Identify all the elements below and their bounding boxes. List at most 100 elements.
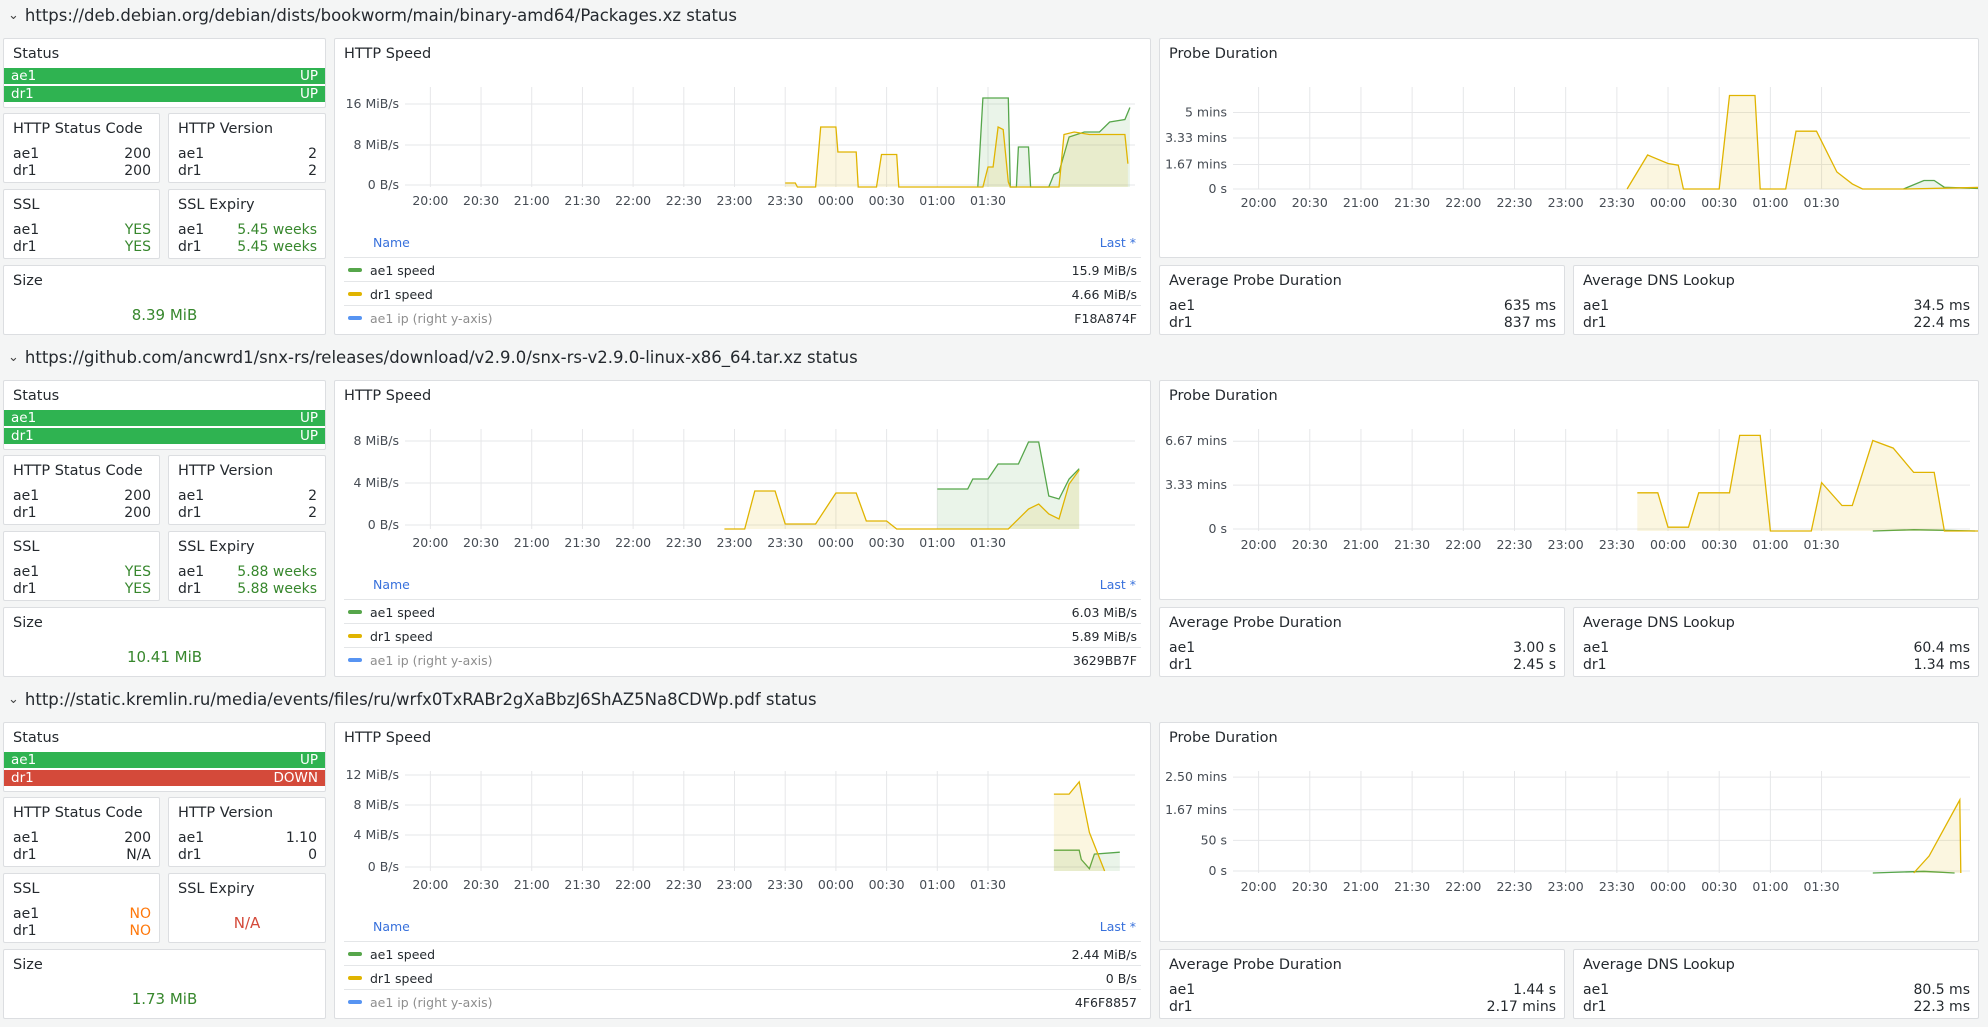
y-tick-label: 5 mins	[1185, 105, 1227, 120]
legend-row[interactable]: ae1 ip (right y-axis) 3629BB7F	[344, 647, 1141, 672]
dr1-row-label: dr1	[13, 847, 37, 863]
ssl-panel[interactable]: SSL ae1 YES dr1 YES	[3, 531, 160, 601]
dr1-row-value: 200	[124, 163, 151, 179]
dr1-row: dr1 22.3 ms	[1583, 999, 1970, 1015]
http-status-code-panel[interactable]: HTTP Status Code ae1 200 dr1 200	[3, 455, 160, 525]
avg-dns-lookup-panel[interactable]: Average DNS Lookup ae1 60.4 ms dr1 1.34 ms	[1573, 607, 1979, 677]
probe-duration-panel[interactable]: Probe Duration 20:00 20:30 21:00 21:30 22:00 2…	[1159, 38, 1979, 258]
size-panel[interactable]: Size 10.41 MiB	[3, 607, 326, 677]
size-panel[interactable]: Size 1.73 MiB	[3, 949, 326, 1019]
legend-row[interactable]: ae1 ip (right y-axis) 4F6F8857	[344, 989, 1141, 1014]
http-speed-panel[interactable]: HTTP Speed 20:00 20:30 21:00 21:30 22:00 22:30…	[334, 722, 1151, 1019]
row-header[interactable]: ⌄ https://deb.debian.org/debian/dists/boo…	[8, 2, 737, 28]
status-state: UP	[299, 86, 318, 102]
x-tick-label: 20:30	[463, 877, 499, 892]
http-speed-panel[interactable]: HTTP Speed 20:00 20:30 21:00 21:30 22:00 22:30…	[334, 380, 1151, 677]
x-tick-label: 22:30	[666, 193, 702, 208]
legend-row[interactable]: ae1 speed 6.03 MiB/s	[344, 599, 1141, 624]
status-panel[interactable]: Status ae1 UP dr1 DOWN	[3, 722, 326, 792]
avg-dns-lookup-panel[interactable]: Average DNS Lookup ae1 34.5 ms dr1 22.4 ms	[1573, 265, 1979, 335]
series-line-dr1	[1637, 434, 1978, 532]
dr1-row-label: dr1	[178, 505, 202, 521]
size-panel[interactable]: Size 8.39 MiB	[3, 265, 326, 335]
ae1-row-value: 200	[124, 830, 151, 846]
panel-title: Average Probe Duration	[1169, 615, 1342, 631]
y-tick-label: 0 s	[1209, 863, 1227, 878]
legend-row[interactable]: dr1 speed 5.89 MiB/s	[344, 623, 1141, 648]
ae1-row: ae1 34.5 ms	[1583, 298, 1970, 314]
legend-value: 4.66 MiB/s	[1071, 286, 1137, 302]
avg-probe-duration-panel[interactable]: Average Probe Duration ae1 1.44 s dr1 2.17 m…	[1159, 949, 1565, 1019]
ae1-row-label: ae1	[178, 222, 205, 238]
legend-swatch	[348, 952, 362, 956]
http-version-panel[interactable]: HTTP Version ae1 2 dr1 2	[168, 455, 326, 525]
legend-row[interactable]: dr1 speed 0 B/s	[344, 965, 1141, 990]
status-state: UP	[299, 410, 318, 426]
legend-row[interactable]: dr1 speed 4.66 MiB/s	[344, 281, 1141, 306]
x-tick-label: 23:00	[1548, 537, 1584, 552]
ssl-expiry-panel[interactable]: SSL Expiry ae1 5.88 weeks dr1 5.88 weeks	[168, 531, 326, 601]
row-title: https://deb.debian.org/debian/dists/book…	[24, 5, 737, 25]
legend-value: 0 B/s	[1105, 970, 1137, 986]
panel-title: SSL Expiry	[178, 539, 255, 555]
chevron-down-icon[interactable]: ⌄	[8, 349, 19, 365]
avg-dns-lookup-panel[interactable]: Average DNS Lookup ae1 80.5 ms dr1 22.3 ms	[1573, 949, 1979, 1019]
row-header[interactable]: ⌄ http://static.kremlin.ru/media/events/f…	[8, 686, 817, 712]
x-tick-label: 00:30	[1701, 195, 1737, 210]
chart-svg: 20:00 20:30 21:00 21:30 22:00 22:30 23:00 23:30…	[1165, 429, 1978, 552]
dr1-row: dr1 1.34 ms	[1583, 657, 1970, 673]
ssl-panel[interactable]: SSL ae1 YES dr1 YES	[3, 189, 160, 259]
x-tick-label: 21:30	[564, 193, 600, 208]
x-tick-label: 21:00	[514, 535, 550, 550]
http-status-code-panel[interactable]: HTTP Status Code ae1 200 dr1 N/A	[3, 797, 160, 867]
ssl-expiry-panel[interactable]: SSL Expiry ae1 5.45 weeks dr1 5.45 weeks	[168, 189, 326, 259]
panel-title: SSL	[13, 197, 40, 213]
x-tick-label: 00:00	[818, 877, 854, 892]
y-tick-label: 2.50 mins	[1165, 769, 1227, 784]
avg-probe-duration-panel[interactable]: Average Probe Duration ae1 635 ms dr1 837 ms	[1159, 265, 1565, 335]
legend-row[interactable]: ae1 speed 2.44 MiB/s	[344, 941, 1141, 966]
http-version-panel[interactable]: HTTP Version ae1 2 dr1 2	[168, 113, 326, 183]
row-title: http://static.kremlin.ru/media/events/fi…	[24, 689, 817, 709]
probe-duration-panel[interactable]: Probe Duration 20:00 20:30 21:00 21:30 22:00 2…	[1159, 380, 1979, 600]
legend-last-col[interactable]: Last *	[1099, 235, 1136, 250]
status-panel[interactable]: Status ae1 UP dr1 UP	[3, 38, 326, 108]
chevron-down-icon[interactable]: ⌄	[8, 691, 19, 707]
legend-last-col[interactable]: Last *	[1099, 577, 1136, 592]
legend-name-col[interactable]: Name	[373, 235, 410, 250]
x-tick-label: 20:30	[1292, 537, 1328, 552]
ae1-row-value: 5.88 weeks	[237, 564, 317, 580]
row-header[interactable]: ⌄ https://github.com/ancwrd1/snx-rs/relea…	[8, 344, 858, 370]
http-status-code-panel[interactable]: HTTP Status Code ae1 200 dr1 200	[3, 113, 160, 183]
x-tick-label: 22:30	[1496, 537, 1532, 552]
ssl-panel[interactable]: SSL ae1 NO dr1 NO	[3, 873, 160, 943]
dr1-row-label: dr1	[13, 923, 37, 939]
legend-name-col[interactable]: Name	[373, 577, 410, 592]
chevron-down-icon[interactable]: ⌄	[8, 7, 19, 23]
legend-last-col[interactable]: Last *	[1099, 919, 1136, 934]
http-speed-panel[interactable]: HTTP Speed 20:00 20:30 21:00 21:30 22:00 22:30…	[334, 38, 1151, 335]
series-area	[1053, 850, 1120, 871]
ae1-row: ae1 200	[13, 830, 151, 846]
dr1-row-label: dr1	[1583, 657, 1607, 673]
y-tick-label: 1.67 mins	[1165, 157, 1227, 172]
x-tick-label: 21:30	[1394, 879, 1430, 894]
y-tick-label: 8 MiB/s	[354, 137, 399, 152]
legend-row[interactable]: ae1 ip (right y-axis) F18A874F	[344, 305, 1141, 330]
y-tick-label: 4 MiB/s	[354, 827, 399, 842]
legend-label: ae1 ip (right y-axis)	[370, 652, 493, 668]
ae1-row-label: ae1	[1583, 982, 1610, 998]
ssl-expiry-panel[interactable]: SSL Expiry N/A	[168, 873, 326, 943]
avg-probe-duration-panel[interactable]: Average Probe Duration ae1 3.00 s dr1 2.45 s	[1159, 607, 1565, 677]
status-panel[interactable]: Status ae1 UP dr1 UP	[3, 380, 326, 450]
probe-duration-panel[interactable]: Probe Duration 20:00 20:30 21:00 21:30 22:00 2…	[1159, 722, 1979, 942]
legend-name-col[interactable]: Name	[373, 919, 410, 934]
series-line-dr1-speed	[724, 469, 1080, 530]
x-tick-label: 23:30	[1599, 879, 1635, 894]
ae1-row-label: ae1	[1583, 298, 1610, 314]
series-area	[937, 442, 1080, 529]
http-version-panel[interactable]: HTTP Version ae1 1.10 dr1 0	[168, 797, 326, 867]
legend-row[interactable]: ae1 speed 15.9 MiB/s	[344, 257, 1141, 282]
ae1-row-label: ae1	[1169, 982, 1196, 998]
dr1-row-value: 5.88 weeks	[237, 581, 317, 597]
